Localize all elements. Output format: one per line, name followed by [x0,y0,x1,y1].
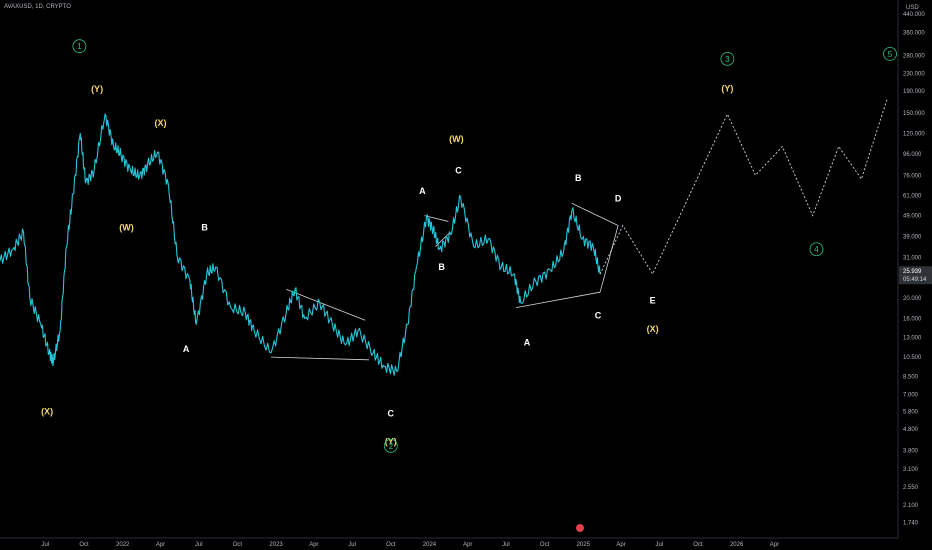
y-tick-label: 120.000 [903,131,925,137]
x-tick-label: Jul [195,542,203,548]
y-tick-label: 4.800 [903,427,919,433]
x-tick-label: 2026 [730,542,744,548]
wave-label: (Y) [721,83,733,93]
x-tick-label: Apr [616,542,625,548]
y-tick-label: 61.000 [903,194,922,200]
y-tick-label: 49.000 [903,214,922,220]
trendline [424,215,449,222]
event-flag-icon [576,524,584,532]
wave-label: (Y) [91,84,103,94]
wave-label: (X) [41,407,53,417]
wave-circle-4 [809,242,824,257]
trendline [286,288,366,321]
y-tick-label: 2.100 [903,503,919,509]
wave-label-1: 1 [77,42,82,51]
x-tick-label: Apr [463,542,472,548]
x-tick-label: Oct [540,542,550,548]
y-tick-label: 1.740 [903,520,919,526]
last-price-value: 25.939 [903,269,922,275]
wave-label: (W) [119,223,134,233]
x-tick-label: 2025 [577,542,591,548]
trendline [271,356,369,361]
y-tick-label: 8.500 [903,375,919,381]
price-series-line [0,113,601,376]
wave-label: A [524,338,531,348]
y-tick-label: 7.000 [903,392,919,398]
countdown-value: 05:49:14 [903,277,927,283]
x-tick-label: Oct [233,542,243,548]
y-tick-label: 39.000 [903,235,922,241]
y-tick-label: 10.500 [903,355,922,361]
wave-label-4: 4 [814,245,819,254]
y-tick-label: 16.000 [903,316,922,322]
wave-circle-1 [72,39,87,54]
x-tick-label: Oct [79,542,89,548]
trendline [599,225,619,293]
wave-circle-2 [383,438,398,453]
x-tick-label: Jul [502,542,510,548]
trendline-layer [271,203,619,361]
x-axis: Jul Oct 2022 Apr Jul Oct 2023 Apr Jul Oct 2024 Apr J… [0,524,932,550]
y-tick-label: 20.000 [903,296,922,302]
y-tick-label: 230.000 [903,72,925,78]
y-tick-label: 2.550 [903,485,919,491]
y-tick-label: 31.000 [903,256,922,262]
y-tick-label: 190.000 [903,89,925,95]
wave-label: D [615,194,622,204]
currency-label: USD [906,5,919,11]
projection-series-line [599,99,888,275]
wave-label: C [455,166,462,176]
wave-label: C [595,311,602,321]
trendline [515,291,601,309]
wave-circle-3 [720,51,735,66]
wave-label: A [183,344,190,354]
x-tick-label: Jul [348,542,356,548]
y-tick-label: 96.000 [903,152,922,158]
x-axis-background [0,538,932,550]
y-tick-label: 440.000 [903,12,925,18]
wave-label: B [201,223,208,233]
y-tick-label: 280.000 [903,54,925,60]
last-price-box [899,266,932,285]
annotation-layer: (Y) (X) (W) (X) B A C (Y) A (W) C B B D A C E (X) (Y) 1 2 3 4 5 [41,39,897,453]
y-tick-label: 13.000 [903,336,922,342]
x-tick-label: Jul [42,542,50,548]
symbol-label: AVAXUSD, 1D, CRYPTO [4,4,71,10]
x-tick-label: 2024 [423,542,437,548]
wave-label: B [575,173,582,183]
wave-label: (X) [155,118,167,128]
trendline [571,203,619,226]
x-tick-label: Apr [309,542,318,548]
wave-label-2: 2 [389,442,394,451]
y-tick-label: 3.800 [903,449,919,455]
x-tick-label: Apr [156,542,165,548]
x-tick-label: Apr [770,542,779,548]
last-price-marker: 25.939 05:49:14 [899,266,932,285]
y-tick-label: 150.000 [903,111,925,117]
wave-label: (Y) [385,436,397,446]
y-tick-label: 5.800 [903,410,919,416]
wave-label: C [388,408,395,418]
y-tick-label: 3.100 [903,467,919,473]
x-tick-label: Oct [693,542,703,548]
wave-label-3: 3 [725,55,730,64]
x-tick-label: 2023 [269,542,283,548]
wave-label: (X) [647,324,659,334]
wave-label: B [438,262,445,272]
y-tick-label: 360.000 [903,30,925,36]
x-tick-label: Jul [655,542,663,548]
y-tick-label: 76.000 [903,173,922,179]
series-layer [0,99,888,376]
wave-label: E [650,295,656,305]
wave-circle-5 [883,46,897,61]
wave-label-5: 5 [888,50,893,59]
x-tick-label: Oct [386,542,396,548]
wave-label: (W) [449,134,464,144]
x-tick-label: 2022 [116,542,130,548]
wave-label: A [419,186,426,196]
